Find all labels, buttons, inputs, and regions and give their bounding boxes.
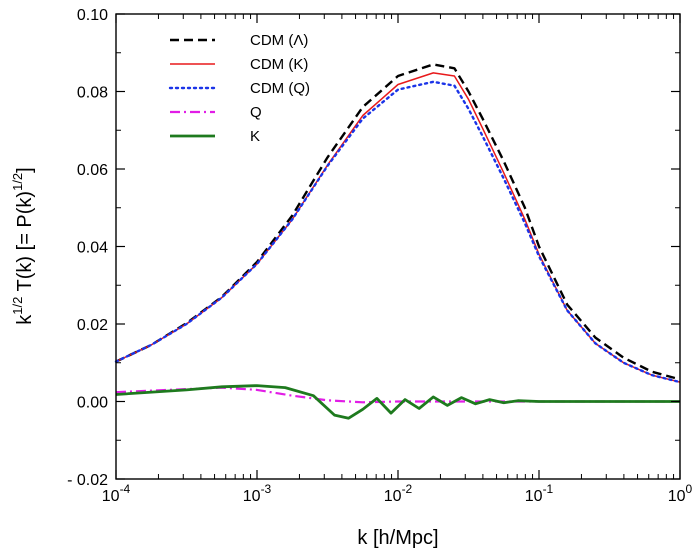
legend-label: CDM (Q) [250,80,310,97]
series-line-0 [115,63,681,381]
y-tick-label: 0.00 [77,395,108,412]
ticks-layer: 10-4 10-3 10-2 10-1 100 - 0.02 0.00 0.02 0.04 0.0… [67,7,692,505]
y-tick-label: 0.08 [77,85,108,102]
x-tick-label: 100 [668,482,693,505]
x-tick-label: 10-4 [102,482,131,505]
legend-label: CDM (Λ) [250,32,308,49]
legend: CDM (Λ) CDM (K) CDM (Q) QK [168,32,310,145]
y-tick-label: 0.10 [77,7,108,24]
series-layer [114,63,682,420]
y-tick-label: - 0.02 [67,472,108,489]
x-axis-label: k [h/Mpc] [357,527,438,549]
legend-label: Q [250,104,262,121]
x-tick-label: 10-2 [384,482,413,505]
y-tick-label: 0.06 [77,162,108,179]
x-tick-label: 10-1 [525,482,554,505]
series-line-2 [114,80,682,384]
legend-label: CDM (K) [250,56,308,73]
y-tick-label: 0.02 [77,317,108,334]
x-tick-label: 10-3 [243,482,272,505]
y-tick-label: 0.04 [77,240,108,257]
legend-label: K [250,128,260,145]
y-axis-label: k1/2 T(k) [= P(k)1/2] [10,167,36,324]
series-line-4 [115,384,680,420]
